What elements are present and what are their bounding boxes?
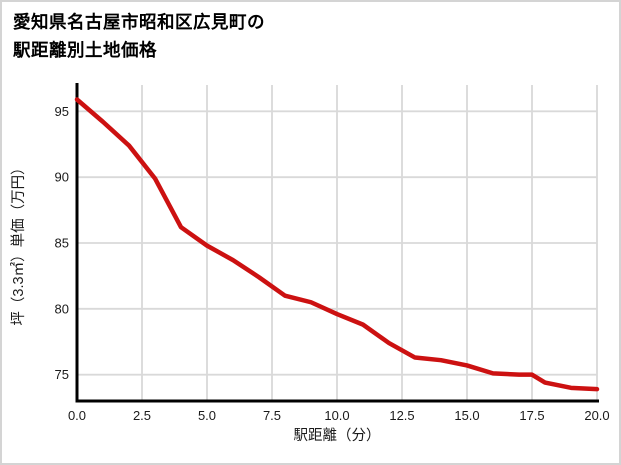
x-tick-label: 2.5 xyxy=(133,408,151,423)
y-tick-label: 85 xyxy=(55,236,69,251)
y-tick-label: 75 xyxy=(55,367,69,382)
page-title-line-2: 駅距離別土地価格 xyxy=(13,40,157,61)
x-tick-label: 0.0 xyxy=(68,408,86,423)
y-tick-label: 80 xyxy=(55,301,69,316)
price-line xyxy=(74,97,600,392)
x-axis-title: 駅距離（分） xyxy=(294,426,381,444)
y-tick-label: 95 xyxy=(55,104,69,119)
page-title: 愛知県名古屋市昭和区広見町の 駅距離別土地価格 xyxy=(13,8,265,65)
x-tick-label: 20.0 xyxy=(584,408,609,423)
x-tick-label: 15.0 xyxy=(454,408,479,423)
x-tick-label: 12.5 xyxy=(389,408,414,423)
x-tick-label: 5.0 xyxy=(198,408,216,423)
x-tick-label: 17.5 xyxy=(519,408,544,423)
y-tick-label: 90 xyxy=(55,170,69,185)
x-tick-label: 7.5 xyxy=(263,408,281,423)
x-tick-label: 10.0 xyxy=(324,408,349,423)
y-axis-title: 坪（3.3㎡）単価（万円） xyxy=(10,160,27,325)
page-title-line-1: 愛知県名古屋市昭和区広見町の xyxy=(13,12,265,32)
